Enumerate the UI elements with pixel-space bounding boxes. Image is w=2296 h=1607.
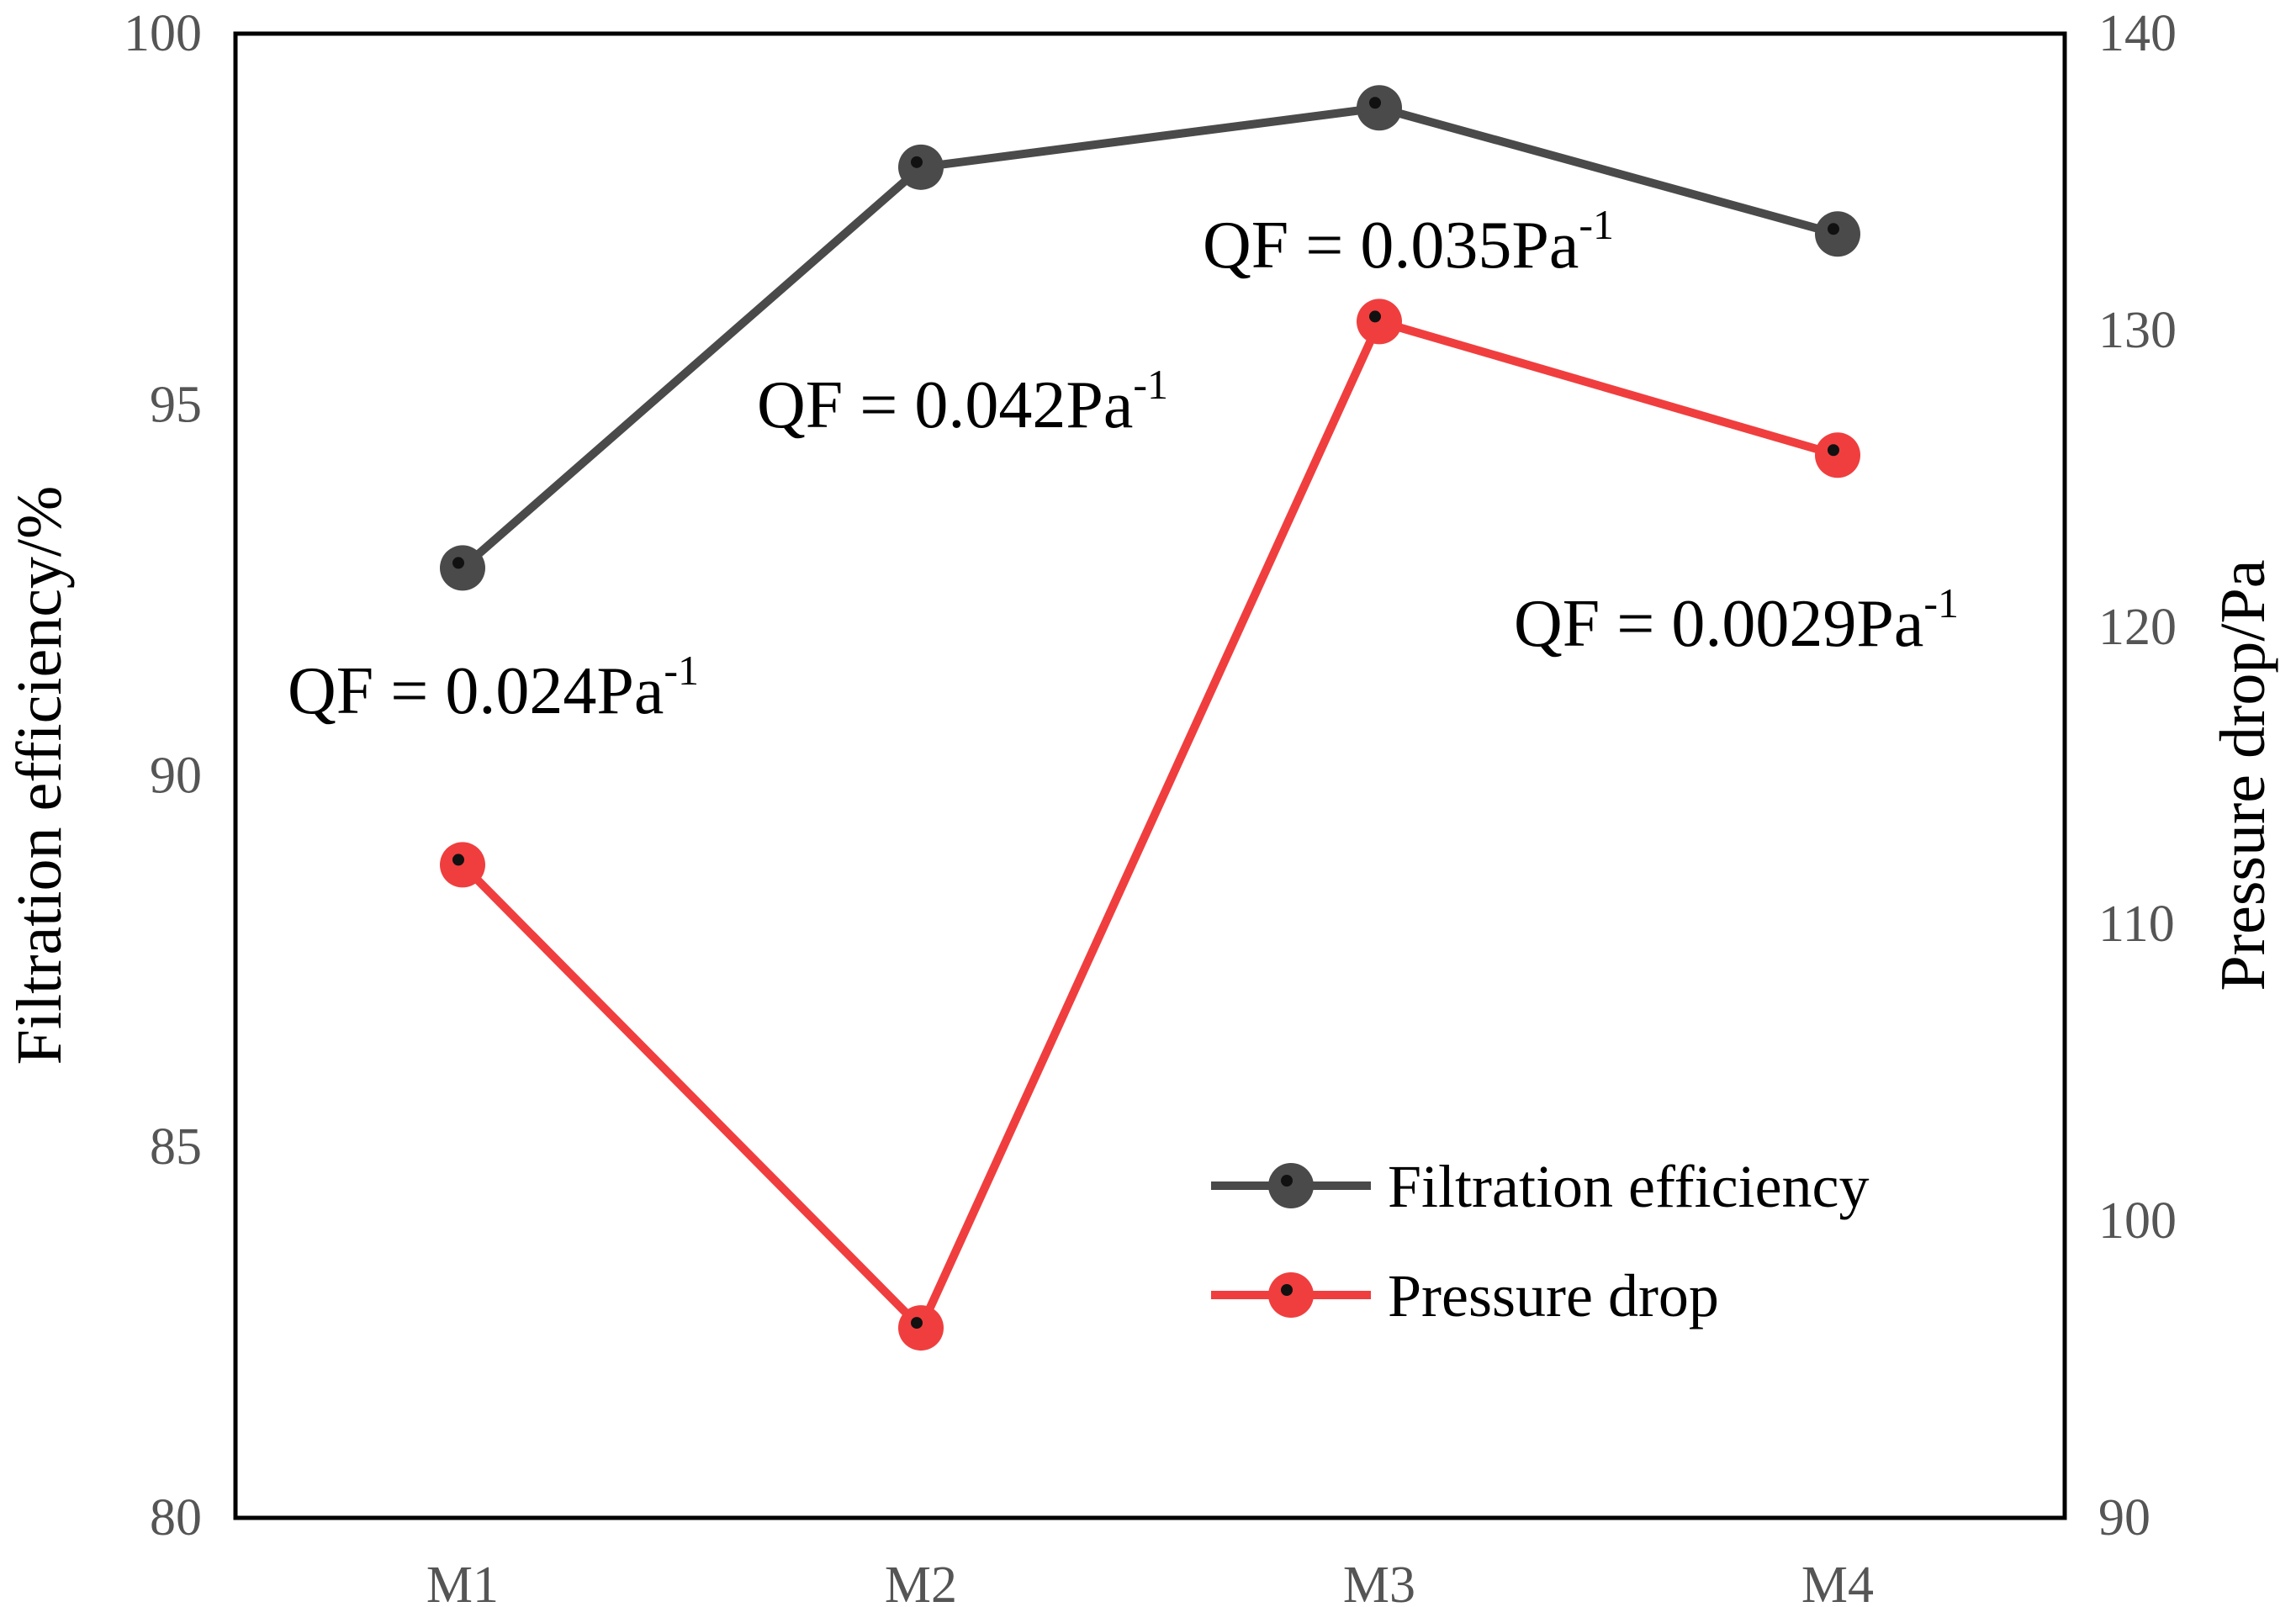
data-point-center [452, 854, 464, 866]
left-tick-label: 85 [150, 1118, 202, 1176]
x-tick-label: M4 [1801, 1557, 1874, 1607]
right-tick-label: 110 [2098, 896, 2175, 953]
left-axis-ticks: 80 85 90 95 100 [124, 5, 202, 1546]
data-point-center [1369, 310, 1381, 323]
right-tick-label: 90 [2098, 1489, 2151, 1546]
x-axis-ticks: M1 M2 M3 M4 [426, 1557, 1874, 1607]
data-point [1357, 299, 1402, 345]
data-point-center [911, 1317, 923, 1329]
right-tick-label: 140 [2098, 5, 2177, 62]
annotations: QF = 0.024Pa-1QF = 0.042Pa-1QF = 0.035Pa… [288, 201, 1959, 728]
qf-annotation: QF = 0.042Pa-1 [757, 361, 1168, 442]
qf-annotation-exponent: -1 [1579, 201, 1614, 248]
right-tick-label: 130 [2098, 302, 2177, 359]
qf-annotation-exponent: -1 [1133, 361, 1168, 408]
data-point-center [1369, 97, 1381, 109]
right-axis-ticks: 90 100 110 120 130 140 [2098, 5, 2177, 1546]
left-tick-label: 80 [150, 1489, 202, 1546]
right-tick-label: 100 [2098, 1192, 2177, 1250]
data-point-center [911, 156, 923, 168]
right-tick-label: 120 [2098, 599, 2177, 656]
data-point [898, 1305, 944, 1351]
x-tick-label: M1 [426, 1557, 499, 1607]
qf-annotation-value: QF = 0.042Pa [757, 368, 1133, 442]
data-point [440, 842, 485, 888]
legend-marker-center [1281, 1284, 1293, 1296]
legend-marker [1268, 1272, 1314, 1318]
qf-annotation-exponent: -1 [664, 647, 699, 694]
legend-label: Filtration efficiency [1388, 1153, 1869, 1220]
data-point [440, 545, 485, 591]
right-axis-title: Pressure drop/Pa [2208, 560, 2278, 991]
legend-label: Pressure drop [1388, 1262, 1719, 1329]
legend: Filtration efficiency Pressure drop [1211, 1153, 1869, 1329]
data-point [1815, 432, 1860, 478]
data-point [898, 144, 944, 190]
left-axis-title: Filtration efficiency/% [4, 486, 75, 1065]
left-tick-label: 90 [150, 748, 202, 805]
series-layer [440, 85, 1860, 1351]
x-tick-label: M2 [885, 1557, 957, 1607]
qf-annotation-value: QF = 0.035Pa [1203, 209, 1579, 283]
data-point-center [452, 557, 464, 569]
legend-marker-center [1281, 1175, 1293, 1187]
left-tick-label: 100 [124, 5, 202, 62]
data-point [1357, 85, 1402, 131]
series-line [459, 317, 1839, 1333]
data-point-center [1828, 444, 1839, 457]
qf-annotation-value: QF = 0.024Pa [288, 654, 664, 728]
x-tick-label: M3 [1343, 1557, 1415, 1607]
data-point-center [1828, 223, 1839, 235]
qf-annotation: QF = 0.0029Pa-1 [1514, 579, 1959, 661]
qf-annotation-exponent: -1 [1923, 579, 1959, 626]
data-point [1815, 211, 1860, 257]
qf-annotation: QF = 0.035Pa-1 [1203, 201, 1614, 283]
plot-frame [233, 31, 2067, 1520]
series-line [459, 103, 1839, 572]
qf-annotation-value: QF = 0.0029Pa [1514, 587, 1923, 661]
legend-marker [1268, 1163, 1314, 1208]
qf-annotation: QF = 0.024Pa-1 [288, 647, 699, 728]
left-tick-label: 95 [150, 376, 202, 433]
